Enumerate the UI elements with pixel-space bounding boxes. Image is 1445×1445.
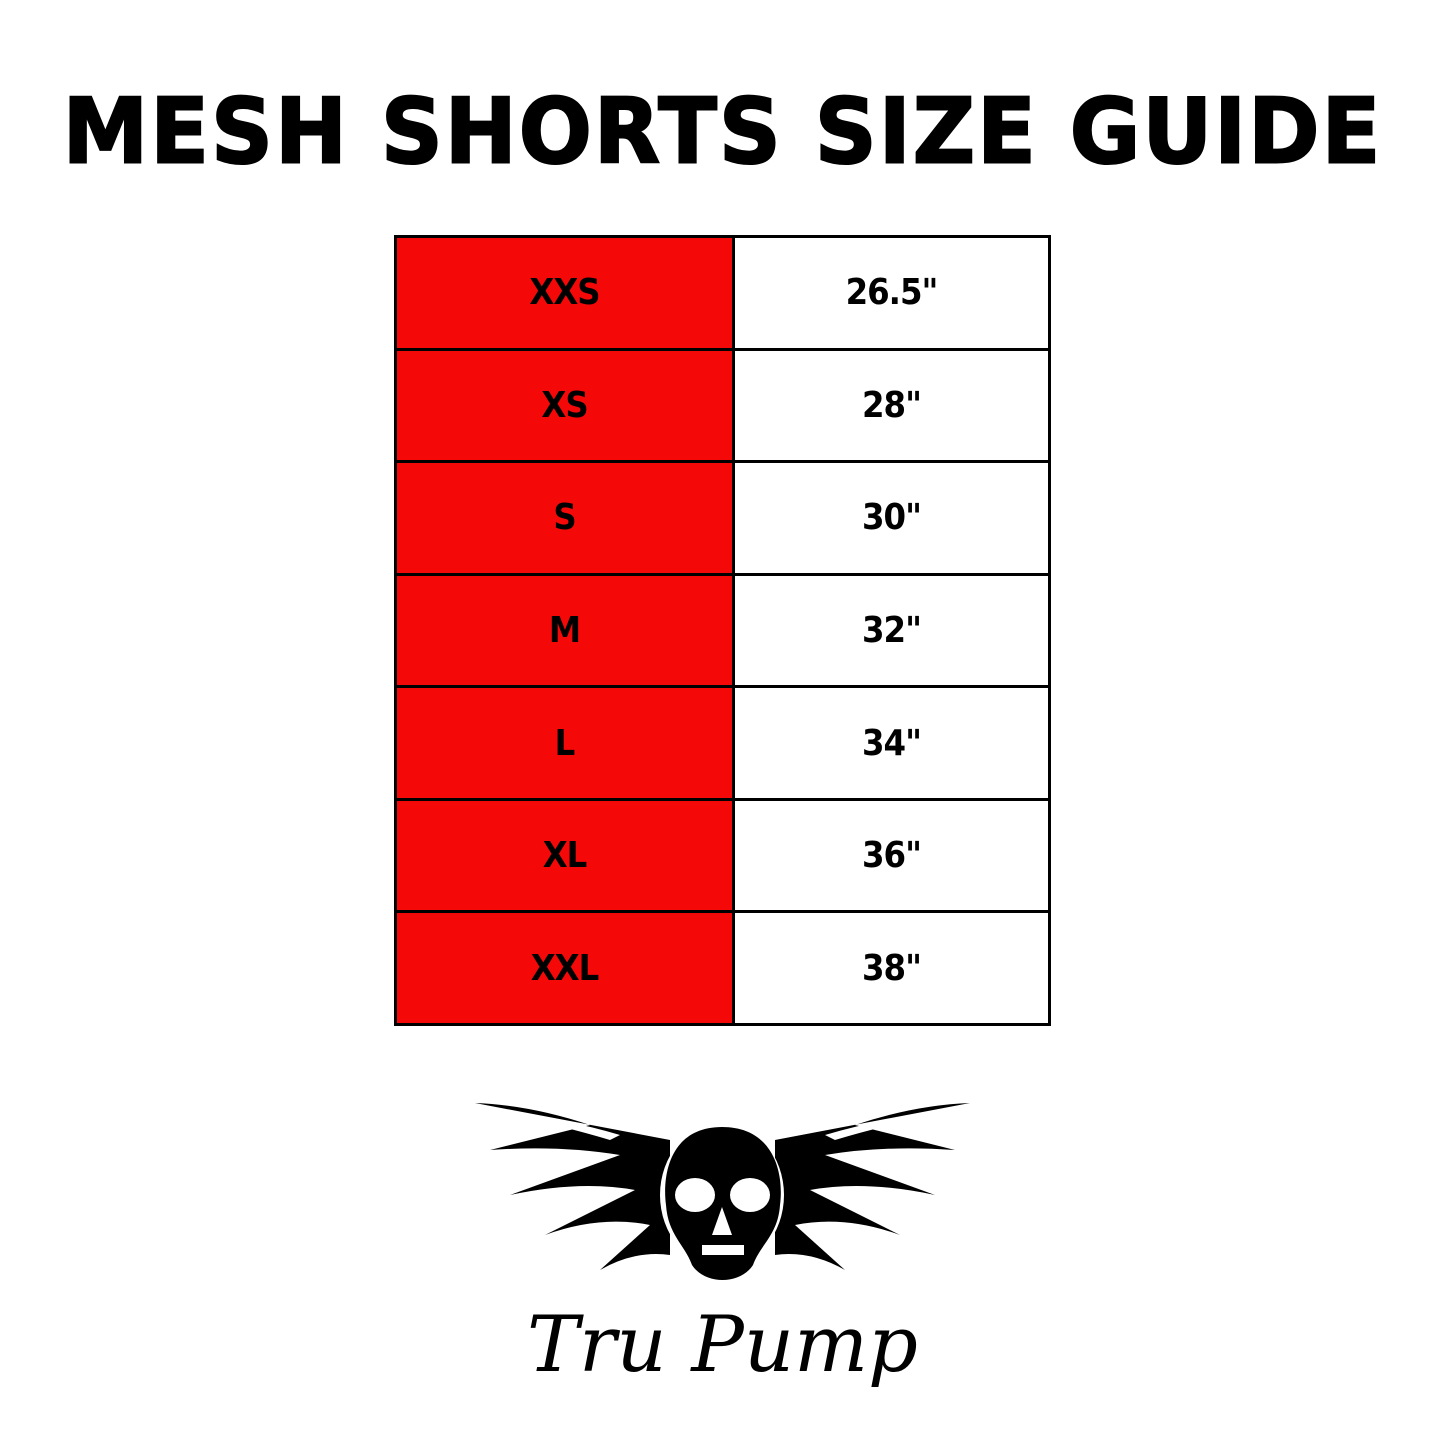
size-cell: XS: [394, 347, 735, 464]
table-row: S 30": [394, 460, 1051, 576]
page-title: MESH SHORTS SIZE GUIDE: [62, 78, 1383, 185]
size-cell: M: [394, 572, 735, 689]
waist-cell: 26.5": [732, 235, 1051, 351]
waist-cell: 28": [732, 347, 1051, 464]
waist-cell: 32": [732, 572, 1051, 689]
size-cell: XXL: [394, 910, 735, 1026]
waist-cell: 34": [732, 685, 1051, 801]
table-row: XXS 26.5": [394, 235, 1051, 351]
size-cell: S: [394, 460, 735, 576]
waist-cell: 30": [732, 460, 1051, 576]
table-row: M 32": [394, 572, 1051, 689]
waist-cell: 36": [732, 797, 1051, 914]
waist-cell: 38": [732, 910, 1051, 1026]
table-row: XXL 38": [394, 910, 1051, 1026]
size-cell: L: [394, 685, 735, 801]
table-row: L 34": [394, 685, 1051, 801]
winged-skull-icon: [475, 1103, 970, 1280]
size-cell: XXS: [394, 235, 735, 351]
size-cell: XL: [394, 797, 735, 914]
brand-logo-text: Tru Pump: [527, 1300, 918, 1390]
table-row: XL 36": [394, 797, 1051, 914]
size-table: XXS 26.5" XS 28" S 30" M 32" L 34" XL 36" XXL 38": [394, 235, 1051, 1026]
table-row: XS 28": [394, 347, 1051, 464]
